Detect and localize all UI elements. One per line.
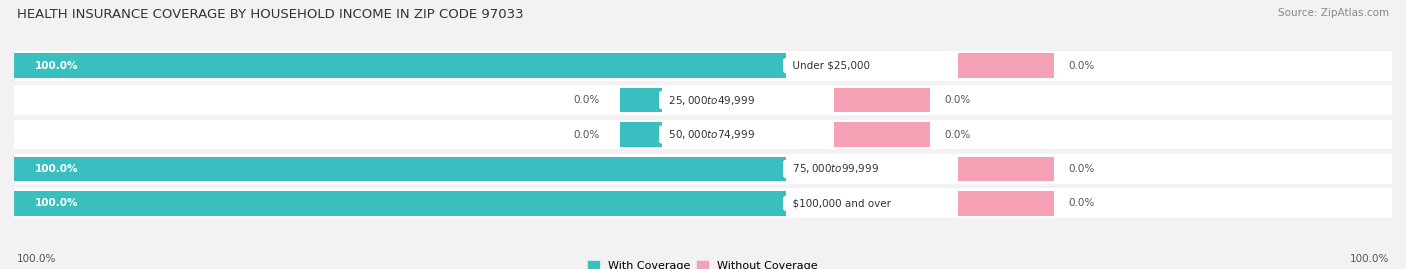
Bar: [14, 85, 1392, 115]
Bar: [957, 53, 1054, 78]
Bar: [957, 191, 1054, 216]
Text: 0.0%: 0.0%: [574, 129, 599, 140]
Bar: [14, 119, 1392, 150]
Text: 100.0%: 100.0%: [35, 61, 79, 71]
Text: Source: ZipAtlas.com: Source: ZipAtlas.com: [1278, 8, 1389, 18]
Bar: [14, 53, 786, 78]
Text: HEALTH INSURANCE COVERAGE BY HOUSEHOLD INCOME IN ZIP CODE 97033: HEALTH INSURANCE COVERAGE BY HOUSEHOLD I…: [17, 8, 523, 21]
Bar: [620, 88, 662, 112]
Text: $75,000 to $99,999: $75,000 to $99,999: [786, 162, 883, 175]
Bar: [14, 191, 786, 216]
Bar: [14, 85, 1392, 115]
Text: 100.0%: 100.0%: [1350, 254, 1389, 264]
Bar: [14, 51, 1392, 81]
Text: 0.0%: 0.0%: [1069, 198, 1094, 208]
Bar: [620, 122, 662, 147]
Text: 0.0%: 0.0%: [1069, 164, 1094, 174]
Legend: With Coverage, Without Coverage: With Coverage, Without Coverage: [583, 256, 823, 269]
Bar: [834, 88, 931, 112]
Bar: [14, 157, 786, 181]
Text: $100,000 and over: $100,000 and over: [786, 198, 897, 208]
Bar: [14, 51, 1392, 81]
Text: 0.0%: 0.0%: [574, 95, 599, 105]
Text: 100.0%: 100.0%: [17, 254, 56, 264]
Bar: [14, 188, 1392, 218]
Text: 0.0%: 0.0%: [945, 129, 970, 140]
Text: 100.0%: 100.0%: [35, 164, 79, 174]
Bar: [14, 188, 1392, 218]
Text: $25,000 to $49,999: $25,000 to $49,999: [662, 94, 759, 107]
Text: $50,000 to $74,999: $50,000 to $74,999: [662, 128, 759, 141]
Text: Under $25,000: Under $25,000: [786, 61, 876, 71]
Text: 0.0%: 0.0%: [1069, 61, 1094, 71]
Bar: [14, 51, 1392, 80]
Text: 0.0%: 0.0%: [945, 95, 970, 105]
Bar: [14, 120, 1392, 149]
Bar: [14, 154, 1392, 183]
Bar: [834, 122, 931, 147]
Bar: [957, 157, 1054, 181]
Text: 100.0%: 100.0%: [35, 198, 79, 208]
Bar: [14, 154, 1392, 184]
Bar: [14, 86, 1392, 115]
Bar: [14, 119, 1392, 150]
Bar: [14, 189, 1392, 218]
Bar: [14, 154, 1392, 184]
